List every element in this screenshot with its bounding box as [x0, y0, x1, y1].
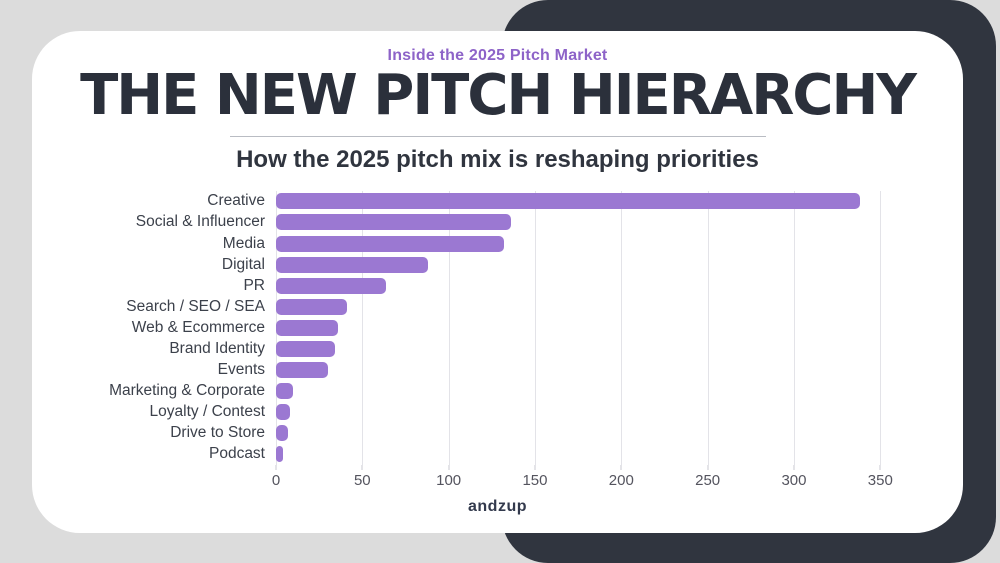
tick-mark	[275, 465, 277, 471]
category-label: Brand Identity	[169, 340, 265, 357]
andzup-logo: andzup	[468, 498, 527, 516]
gridline	[534, 190, 536, 466]
category-label: Loyalty / Contest	[149, 403, 265, 421]
tick-mark	[707, 465, 709, 471]
gridline	[362, 190, 364, 466]
bar-digital	[276, 256, 428, 273]
page-title: THE NEW PITCH HIERARCHY	[80, 63, 917, 128]
gridline	[448, 190, 450, 466]
bar-row	[276, 444, 901, 465]
tick-mark	[793, 465, 795, 471]
bar-row	[276, 338, 901, 359]
bar-marketing-corporate	[276, 383, 294, 400]
tick-label: 150	[522, 472, 548, 490]
bar-chart: Creative Social & Influencer Media Digital P…	[38, 190, 901, 491]
divider-line	[229, 135, 766, 137]
bar-pr	[276, 277, 387, 294]
bar-row	[276, 402, 901, 423]
category-labels: Creative Social & Influencer Media Digital P…	[38, 191, 276, 465]
chart-subtitle: How the 2025 pitch mix is reshaping prio…	[236, 145, 759, 173]
gridline	[880, 190, 882, 466]
bar-loyalty-contest	[276, 404, 290, 421]
bar-row	[276, 212, 901, 233]
tick-label: 0	[271, 472, 281, 490]
tick-mark	[620, 465, 622, 471]
tick-label: 100	[436, 472, 462, 490]
bar-creative	[276, 193, 860, 210]
tick-label: 250	[695, 472, 721, 490]
tick-mark	[361, 465, 363, 471]
bar-row	[276, 423, 901, 444]
tick-label: 50	[353, 472, 371, 490]
tick-mark	[879, 465, 881, 471]
bar-row	[276, 317, 901, 338]
tick-label: 300	[781, 472, 807, 490]
category-label: Drive to Store	[170, 424, 265, 442]
bar-row	[276, 191, 901, 212]
bar-row	[276, 381, 901, 402]
bar-media	[276, 235, 504, 252]
bar-brand-identity	[276, 341, 335, 357]
tick-mark	[448, 465, 450, 471]
bar-row	[276, 275, 901, 296]
bar-social-influencer	[276, 214, 511, 231]
category-label: Events	[217, 361, 265, 379]
category-label: Web & Ecommerce	[131, 318, 265, 336]
category-label: Media	[222, 234, 265, 252]
bar-row	[276, 233, 901, 254]
bar-row	[276, 296, 901, 317]
category-label: Social & Influencer	[135, 213, 265, 231]
category-label: Podcast	[208, 445, 265, 463]
bar-events	[276, 362, 328, 379]
category-label: Creative	[207, 192, 265, 210]
gridline	[621, 190, 623, 466]
x-axis: 0 50 100 150 200 250 300 350	[272, 465, 901, 491]
bar-search-seo-sea	[276, 298, 347, 315]
bar-row	[276, 254, 901, 275]
bars-area	[276, 191, 901, 465]
bar-drive-to-store	[276, 425, 289, 442]
gridline	[793, 190, 795, 466]
plot-area	[276, 190, 901, 466]
tick-label: 350	[867, 472, 893, 490]
infographic-card: Inside the 2025 Pitch Market THE NEW PIT…	[32, 31, 963, 533]
eyebrow-text: Inside the 2025 Pitch Market	[387, 47, 608, 64]
bar-podcast	[276, 446, 283, 463]
category-label: Search / SEO / SEA	[126, 297, 265, 315]
tick-label: 200	[608, 472, 634, 490]
category-label: Digital	[221, 255, 265, 273]
axis-spacer	[38, 465, 276, 491]
tick-mark	[534, 465, 536, 471]
bar-web-ecommerce	[276, 319, 339, 336]
gridline	[707, 190, 709, 466]
category-label: Marketing & Corporate	[109, 382, 265, 400]
category-label: PR	[243, 276, 265, 294]
bar-row	[276, 360, 901, 381]
